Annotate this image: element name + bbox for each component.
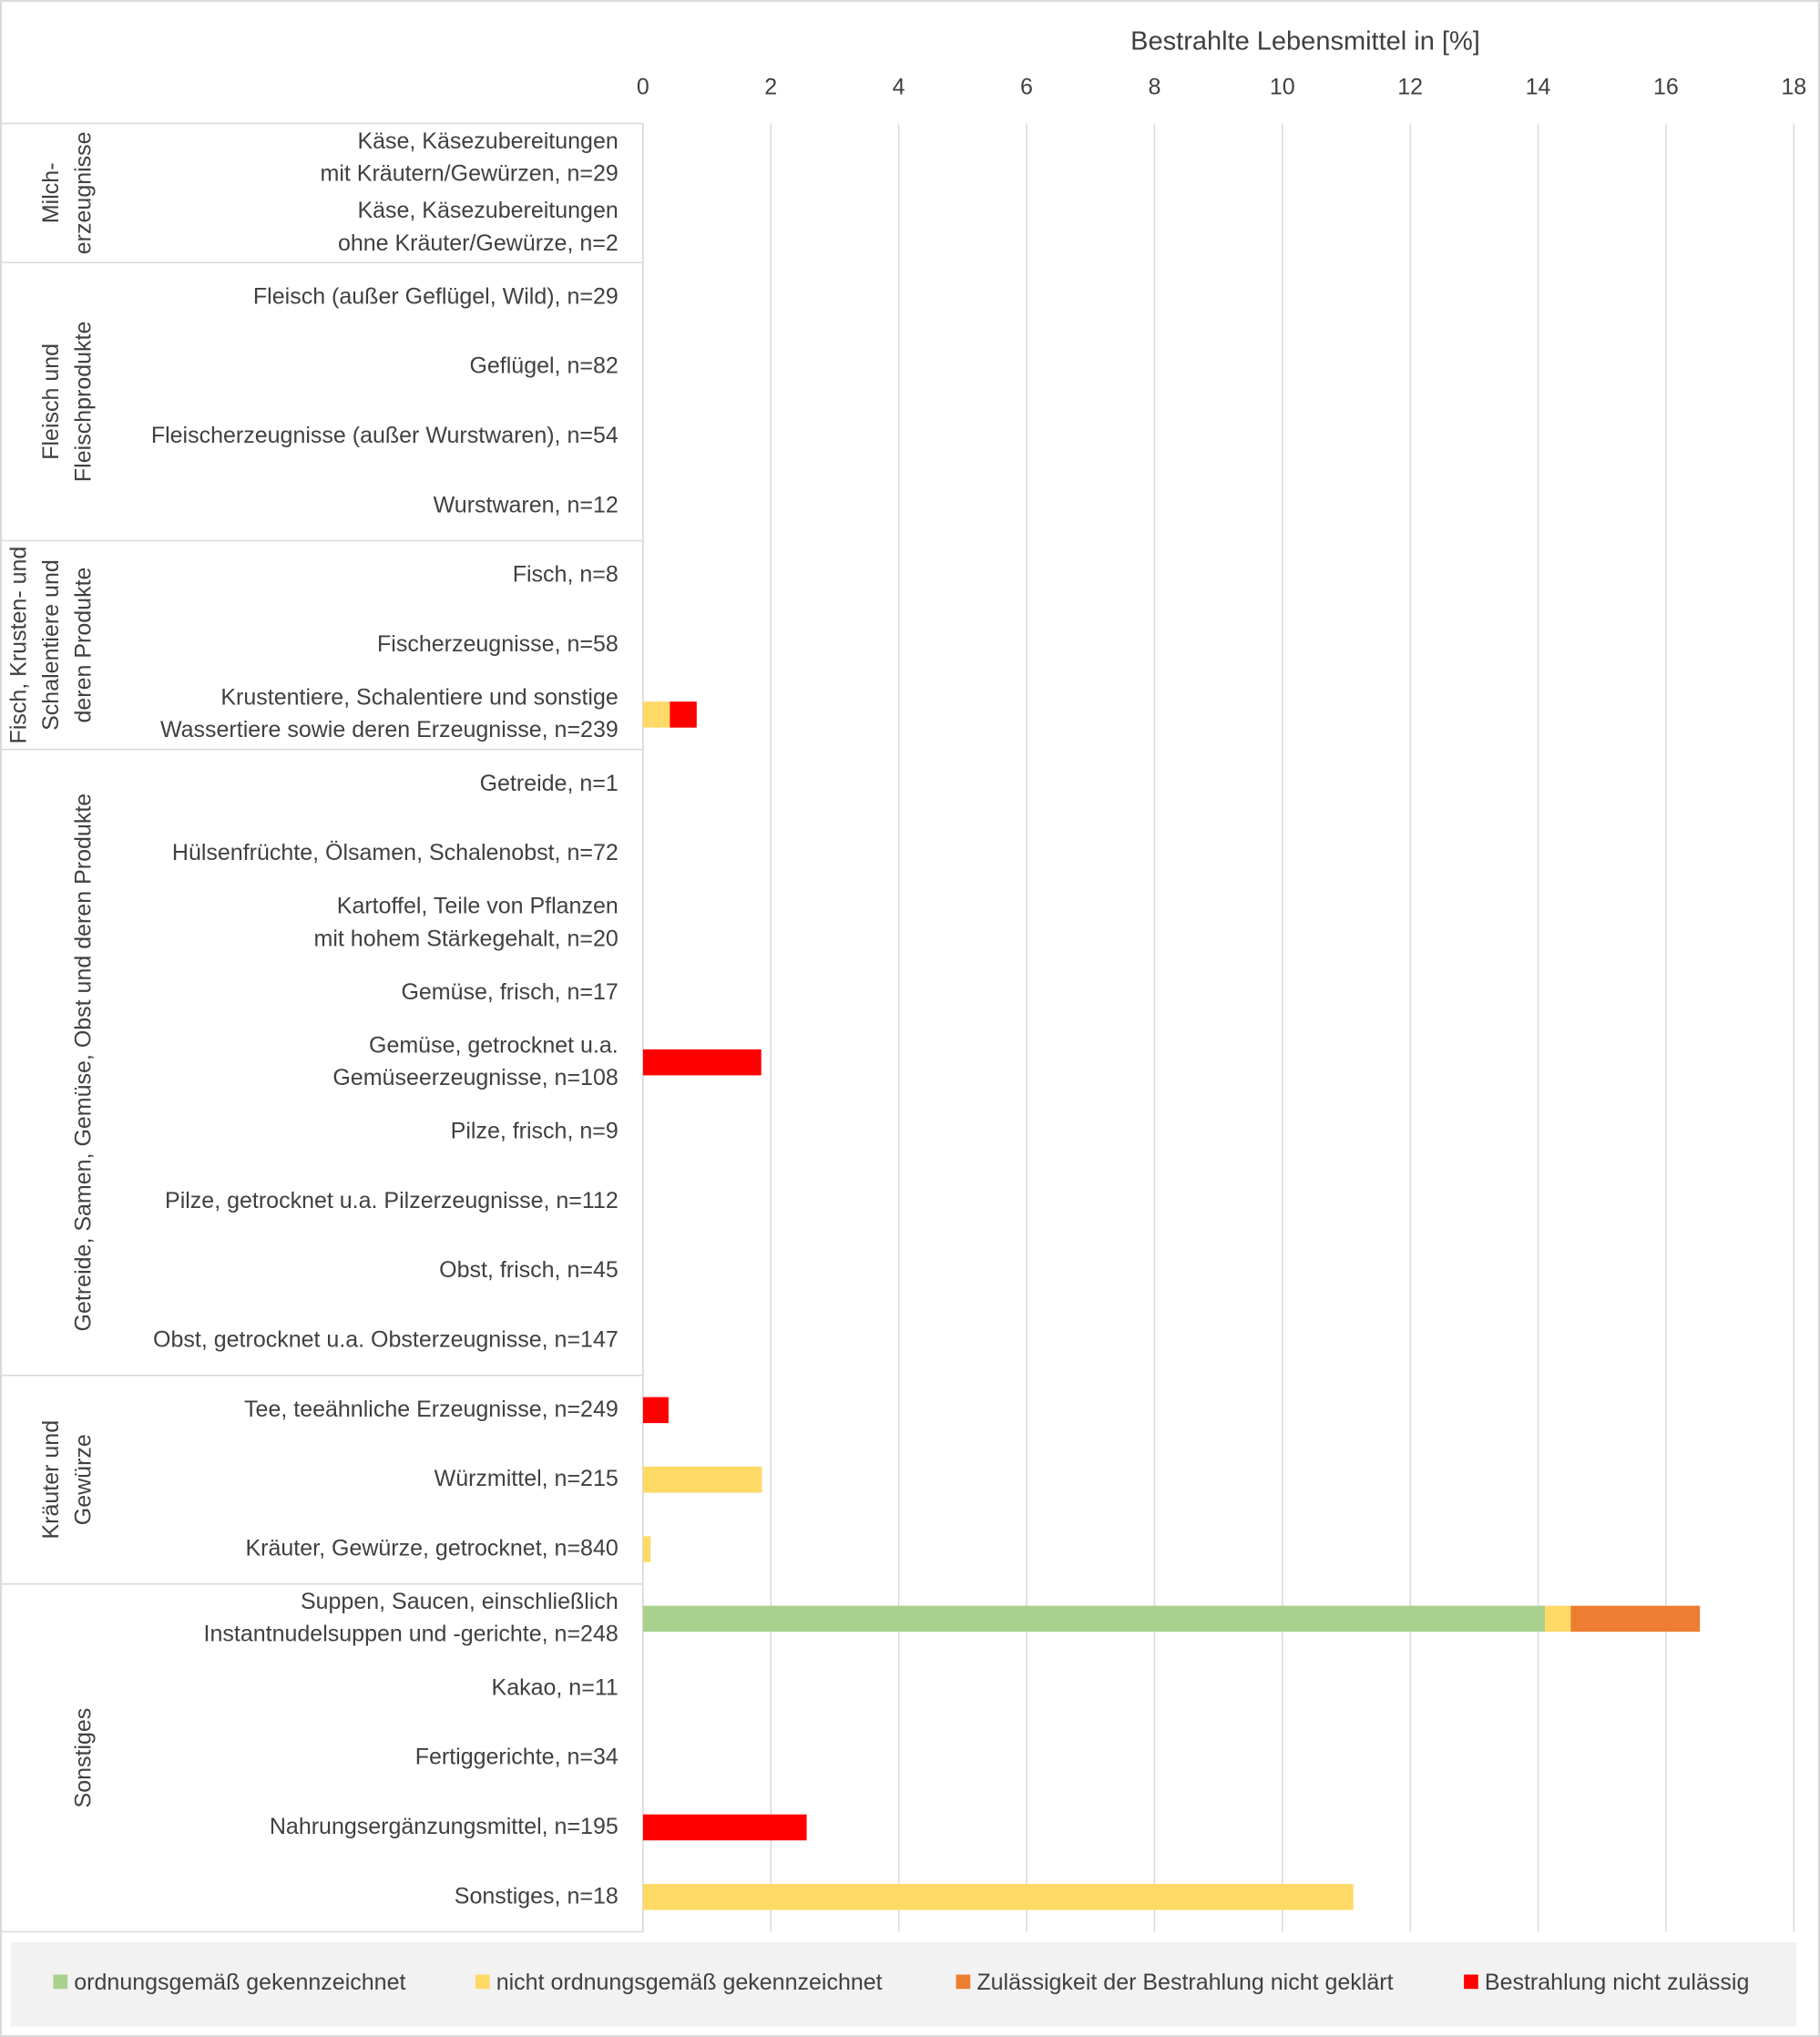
category-label: Fertiggerichte, n=34: [415, 1744, 619, 1769]
x-tick-label: 6: [1020, 75, 1033, 100]
category-label: Gemüse, frisch, n=17: [401, 978, 618, 1004]
category-label: Geflügel, n=82: [469, 353, 618, 378]
legend-label: Bestrahlung nicht zulässig: [1485, 1970, 1749, 1995]
group-label: Fleisch und Fleischprodukte: [38, 322, 97, 482]
legend-label: Zulässigkeit der Bestrahlung nicht geklä…: [976, 1970, 1393, 1995]
x-tick-label: 0: [637, 75, 649, 100]
category-label: Kakao, n=11: [492, 1674, 619, 1700]
x-tick-label: 16: [1653, 75, 1679, 100]
group-label: Sonstiges: [70, 1708, 96, 1808]
category-label: Kartoffel, Teile von Pflanzen mit hohem S…: [314, 893, 619, 951]
x-tick-label: 18: [1781, 75, 1806, 100]
category-label: Krustentiere, Schalentiere und sonstige W…: [160, 684, 619, 742]
chart-title: Bestrahlte Lebensmittel in [%]: [1130, 27, 1480, 56]
bar: [1570, 1605, 1701, 1633]
category-label: Käse, Käsezubereitungen mit Kräutern/Gewü…: [321, 128, 619, 186]
bar: [642, 1397, 669, 1424]
x-tick-label: 10: [1270, 75, 1295, 100]
x-tick-label: 12: [1397, 75, 1423, 100]
category-label: Gemüse, getrocknet u.a. Gemüseerzeugnisse…: [332, 1032, 618, 1090]
category-label: Käse, Käsezubereitungen ohne Kräuter/Gewü…: [338, 198, 619, 256]
bar: [642, 1049, 762, 1076]
x-tick-label: 2: [764, 75, 777, 100]
x-tick-label: 14: [1526, 75, 1551, 100]
category-label: Hülsenfrüchte, Ölsamen, Schalenobst, n=7…: [172, 840, 619, 865]
category-label: Fleischerzeugnisse (außer Wurstwaren), n…: [151, 423, 619, 448]
category-label: Tee, teeähnliche Erzeugnisse, n=249: [244, 1396, 619, 1421]
bar: [1545, 1605, 1571, 1633]
legend-box: [10, 1941, 1797, 2027]
bar: [670, 701, 697, 728]
bar: [642, 1536, 651, 1562]
legend-swatch: [475, 1974, 490, 1990]
group-label: Getreide, Samen, Gemüse, Obst und deren …: [70, 793, 96, 1332]
category-label: Kräuter, Gewürze, getrocknet, n=840: [246, 1535, 619, 1561]
bar: [642, 1814, 807, 1841]
category-label: Nahrungsergänzungsmittel, n=195: [270, 1814, 619, 1839]
category-label: Obst, frisch, n=45: [439, 1257, 619, 1283]
category-label: Obst, getrocknet u.a. Obsterzeugnisse, n…: [153, 1326, 619, 1352]
category-label: Fischerzeugnisse, n=58: [377, 631, 619, 657]
x-tick-label: 8: [1148, 75, 1161, 100]
bar: [642, 1884, 1354, 1910]
legend-swatch: [1464, 1974, 1478, 1990]
category-label: Pilze, frisch, n=9: [451, 1118, 619, 1143]
category-label: Wurstwaren, n=12: [434, 492, 619, 517]
bar: [642, 1466, 762, 1493]
category-label: Pilze, getrocknet u.a. Pilzerzeugnisse, …: [165, 1187, 619, 1213]
category-label: Fleisch (außer Geflügel, Wild), n=29: [253, 283, 619, 309]
legend-swatch: [956, 1974, 971, 1990]
group-label: Kräuter und Gewürze: [38, 1420, 97, 1540]
legend-label: nicht ordnungsgemäß gekennzeichnet: [496, 1970, 883, 1995]
category-label: Würzmittel, n=215: [435, 1466, 619, 1491]
category-label: Fisch, n=8: [513, 561, 619, 587]
group-label: Milch-erzeugnisse: [38, 131, 97, 254]
legend-swatch: [53, 1974, 68, 1990]
category-label: Suppen, Saucen, einschließlich Instantnud…: [204, 1589, 619, 1647]
category-label: Getreide, n=1: [480, 770, 619, 795]
bar: [642, 1605, 1546, 1633]
group-label: Fisch, Krusten- und Schalentiere und deren…: [5, 547, 96, 744]
bar: [642, 701, 670, 728]
category-label: Sonstiges, n=18: [455, 1883, 619, 1909]
x-tick-label: 4: [893, 75, 905, 100]
legend-label: ordnungsgemäß gekennzeichnet: [74, 1970, 405, 1995]
